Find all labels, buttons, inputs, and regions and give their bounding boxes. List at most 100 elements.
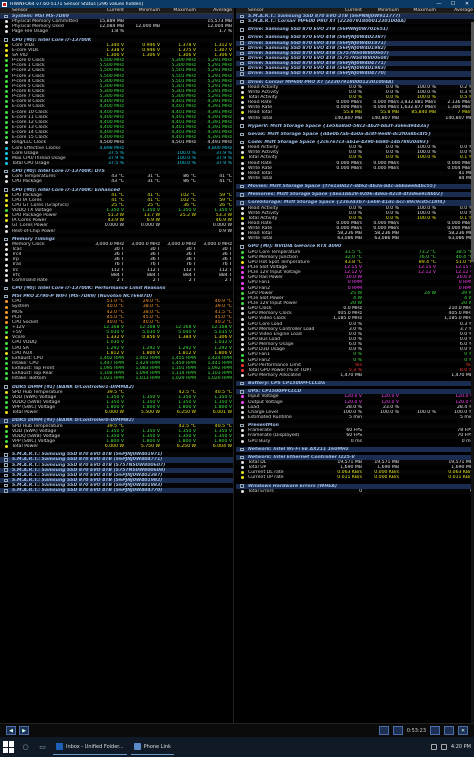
sensor-group-header[interactable]: CPU [#0]: Intel Core i7-13700K <box>0 37 233 43</box>
sensor-row[interactable]: PCIe Slot Power 4 W 4 W <box>236 295 474 302</box>
sensor-group-header[interactable]: CPU [#0]: Intel Core i7-13700K: Performa… <box>0 286 233 292</box>
sensor-row[interactable]: Write Total 140,807 MB 140,807 MB 140,807 M… <box>236 115 474 121</box>
col-minimum[interactable]: Minimum <box>377 8 399 13</box>
sensor-group-header[interactable]: CPU [#0]: Intel Core i7-13700K: DTS <box>0 169 233 175</box>
sensor-row[interactable]: Ring/LLC Clock 4,500 MHz 4,501 MHz 4,491 MH… <box>0 140 233 146</box>
sensor-row[interactable]: E-core 8 Clock 4,400 MHz 4,401 MHz 4,391 MH… <box>0 99 233 105</box>
sensor-row[interactable]: Input Voltage 120.0 V 120.0 V 120.0 V <box>236 394 474 400</box>
sensor-row[interactable]: VDD (SWA) Voltage 1.350 V 1.350 V 1.350 V 1.… <box>0 429 233 434</box>
sensor-row[interactable]: Total GPU Power (% of TDP) 5.3 % 8.0 % <box>236 367 474 373</box>
sensor-group-header[interactable]: UPS: CP1500PFCLCD <box>236 389 474 395</box>
scrollbar[interactable] <box>471 22 474 737</box>
sensor-group-header[interactable]: S.M.A.R.T.: Samsung SSD 870 EVO 4TB (S75… <box>0 462 233 468</box>
sensor-row[interactable]: GPU Bus Load 0.0 % 0.0 % <box>236 337 474 343</box>
sensor-row[interactable]: CPU GT Cores (Graphics) 25 °C 25 °C 36 °C 26… <box>0 203 233 208</box>
sensor-group-header[interactable]: Movies: Msft Storage Space {f7e1a0d27-d4… <box>236 184 474 190</box>
sensor-row[interactable]: CPU Package Power 51.3 W 13.7 W 25.2 W 53.3 … <box>0 213 233 218</box>
sensor-group-header[interactable]: System: MSI MS-7D89 <box>0 14 233 20</box>
sensor-row[interactable]: Core Effective Clocks 4,898 MHz 4,800 MHz <box>0 146 233 151</box>
sensor-row[interactable]: Physical Memory Committed 15,889 MB 15,573… <box>0 19 233 25</box>
sensor-row[interactable]: Total Power 6.000 W 5.750 W 6.250 W 6.004 W <box>0 444 233 450</box>
report-icon[interactable] <box>392 726 403 735</box>
sensor-group-header[interactable]: MSI PRO Z790-P WIFI (MS-7D89) (Nuvoton N… <box>0 294 233 300</box>
sensor-row[interactable]: Core Temperatures 43 °C 31 °C 86 °C 41 °C <box>0 174 233 179</box>
sensor-group-header[interactable]: Memory Timings <box>0 236 233 242</box>
col-current[interactable]: Current <box>106 8 124 13</box>
sensor-row[interactable]: Estimated Runtime 5 min 5 min <box>236 414 474 421</box>
sensor-row[interactable]: Read Activity 0.0 % 0.0 % 100.0 % 0.0 % <box>236 145 474 150</box>
sensor-row[interactable]: PCIe Slot Voltage 12.15 V 12.15 V 12.15 V <box>236 265 474 271</box>
sensor-row[interactable]: Trcd 36 T 36 T 36 T 36 T <box>0 252 233 257</box>
sensor-row[interactable]: Intake: Bottom 1,021 RPM 1,013 RPM 1,029 RP… <box>0 376 233 382</box>
sensor-row[interactable]: Trfc 884 T 884 T 884 T 884 T <box>0 273 233 278</box>
sensor-row[interactable]: P-core 5 Clock 5,300 MHz 5,301 MHz 5,291 MH… <box>0 84 233 89</box>
search-icon[interactable]: ○ <box>22 743 29 751</box>
sensor-group-header[interactable]: Drive: Samsung SSD 870 EVO 4TB (S6PJNJ0W… <box>236 61 474 67</box>
start-button[interactable] <box>3 741 15 753</box>
sensor-group-header[interactable]: DDR5 DIMM [#1] (BANK 0/Controller1-DIMMA… <box>0 384 233 390</box>
sensor-group-header[interactable]: S.M.A.R.T.: Samsung SSD 870 EVO 4TB (S6P… <box>0 452 233 458</box>
taskbar-app-phone-link[interactable]: Phone Link <box>130 739 174 755</box>
sensor-row[interactable]: CPU IA Cores 41 °C 41 °C 102 °C 59 °C <box>0 197 233 203</box>
sensor-row[interactable]: GPU Memory Controller Load 3.0 % 3.7 % <box>236 326 474 332</box>
sensor-row[interactable]: P-core 0 Clock 5,500 MHz 5,300 MHz 5,291 MH… <box>0 58 233 64</box>
sensor-group-header[interactable]: PresentMon <box>236 423 474 429</box>
sensor-group-header[interactable]: Drive: Samsung SSD 870 EVO 4TB (S6PJNJ0W… <box>236 66 474 72</box>
col-average[interactable]: Average <box>213 8 232 13</box>
task-view-icon[interactable]: ▭ <box>39 743 46 751</box>
sensor-row[interactable]: +12V 12.168 V 12.168 V 12.168 V 12.168 V <box>0 325 233 331</box>
tray-volume-icon[interactable] <box>440 744 447 750</box>
sensor-row[interactable]: PCIe 12V Input Power 20 W 20 W <box>236 301 474 306</box>
reset-icon[interactable] <box>444 726 454 735</box>
sensor-row[interactable]: Total CPU Usage 37.5 % 100.0 % 37.9 % <box>0 160 233 167</box>
sensor-row[interactable]: Memory Clock 3,000.0 MHz 3,000.0 MHz 3,000.… <box>0 242 233 247</box>
sensor-row[interactable]: CPU VDDQ 1.030 V 1.032 V <box>0 340 233 345</box>
sensor-row[interactable]: Framerate (Displayed) 60 FPS 70 FPS <box>236 433 474 439</box>
sensor-row[interactable]: E-core 9 Clock 4,400 MHz 4,401 MHz 4,391 MH… <box>0 104 233 109</box>
col-sensor[interactable]: Sensor <box>12 8 28 13</box>
sensor-row[interactable]: GPU Fan2 0 % 0 % <box>236 357 474 363</box>
sensor-row[interactable]: Load 28.0 % 23.0 % 28.4 % <box>236 404 474 410</box>
close-icon[interactable]: ✕ <box>458 726 468 735</box>
sensor-row[interactable]: P-core 3 Clock 5,500 MHz 5,501 MHz 5,291 MH… <box>0 74 233 79</box>
sensor-row[interactable]: Read Rate 0.000 MB/s 0.000 MB/s 3,832.881 M… <box>236 100 474 105</box>
sensor-row[interactable]: Write Activity 0.0 % 0.0 % 100.0 % 0.0 % <box>236 211 474 216</box>
sensor-row[interactable]: P-core 2 Clock 5,500 MHz 5,501 MHz 5,291 MH… <box>0 68 233 74</box>
sensor-row[interactable]: GPU Memory Junction 32.0 °C 76.0 °C 40.4 °C <box>236 254 474 260</box>
sensor-row[interactable]: Total Activity 0.0 % 0.0 % 100.0 % 0.1 % <box>236 155 474 160</box>
sensor-row[interactable]: CPU Socket 40.0 °C 40.0 °C 40.2 °C <box>0 320 233 325</box>
sensor-row[interactable]: CPU 51.0 °C 29.0 °C 40.9 °C <box>0 299 233 304</box>
sensor-row[interactable]: CPU SA 1.292 V 1.292 V 1.292 V 1.292 V <box>0 345 233 351</box>
sensor-row[interactable]: Tcas 30 T 30 T 30 T 30 T <box>0 247 233 253</box>
sensor-group-header[interactable]: S.M.A.R.T.: Samsung SSD 870 EVO 4TB (S6P… <box>0 457 233 463</box>
sensor-group-header[interactable]: Drive: Samsung SSD 870 EVO 4TB (S757NS0W… <box>236 50 474 56</box>
sensor-row[interactable]: Write Rate 0.000 MB/s 0.000 MB/s 0.000 MB/s <box>236 226 474 232</box>
sensor-row[interactable]: Read Rate 0.000 MB/s 0.000 MB/s 0.000 MB/s <box>236 160 474 166</box>
sensor-row[interactable]: E-core 15 Clock 4,400 MHz 4,401 MHz 4,391 M… <box>0 135 233 140</box>
sensor-row[interactable]: VDD (SWA) Voltage 1.350 V 1.350 V 1.350 V 1.… <box>0 394 233 400</box>
maximize-button[interactable]: ☐ <box>450 1 456 7</box>
sensor-group-header[interactable]: HyperV: Msft Storage Space {1e5ba8a0-58c… <box>236 123 474 129</box>
sensor-row[interactable]: E-core 12 Clock 4,400 MHz 4,401 MHz 4,391 M… <box>0 119 233 125</box>
sensor-row[interactable]: Write Activity 0.0 % 0.0 % 100.0 % 0.0 % <box>236 150 474 156</box>
sensor-group-header[interactable]: DDR5 DIMM [#3] (BANK 0/Controller0-DIMMB… <box>0 418 233 424</box>
sensor-group-header[interactable]: Gevak: Msft Storage Space {d4e0b7ab-4a0a… <box>236 131 474 137</box>
col-maximum[interactable]: Maximum <box>173 8 196 13</box>
sensor-group-header[interactable]: Code: Msft Storage Space {2c67e7c3-ab1e-… <box>236 139 474 146</box>
sensor-row[interactable]: VDDQ TX Voltage 1.350 V 1.350 V 1.350 V 1.35… <box>0 208 233 214</box>
scrollbar-thumb[interactable] <box>471 22 474 262</box>
col-sensor[interactable]: Sensor <box>248 8 264 13</box>
sensor-row[interactable]: GPU Hot Spot Temperature 43.8 °C 89.4 °C 51… <box>236 260 474 265</box>
sensor-row[interactable]: IA Cores Power 43.9 W 6.9 W 46.9 W <box>0 218 233 224</box>
sensor-row[interactable]: MOS 42.0 °C 38.0 °C 41.5 °C <box>0 310 233 315</box>
sensor-group-header[interactable]: Network: Intel Ethernet Controller I225-… <box>236 454 474 460</box>
sensor-group-header[interactable]: Drive: Samsung SSD 870 EVO 4TB (S6PJNJ0W… <box>236 71 474 77</box>
sensor-row[interactable]: GPU Rail Power 10.0 W 20.6 W <box>236 275 474 281</box>
sensor-row[interactable]: SPD Hub Temperature 39.5 °C 42.5 °C 40.5 °C <box>0 423 233 429</box>
sensor-row[interactable]: GT Cores Power 0.000 W 0.000 W 0.000 W <box>0 223 233 228</box>
sensor-row[interactable]: GPU Video Clock 1,185.0 MHz 1,185.0 MHz <box>236 316 474 322</box>
col-maximum[interactable]: Maximum <box>413 8 436 13</box>
sensor-group-header[interactable]: S.M.A.R.T.: Samsung SSD 870 EVO 4TB (S6P… <box>0 483 233 489</box>
sensor-group-header[interactable]: Battery: CPS CP1500PFCLCDa <box>236 381 474 387</box>
sensor-group-header[interactable]: S.M.A.R.T.: Samsung SSD 870 EVO 2TB (S6P… <box>236 14 474 20</box>
